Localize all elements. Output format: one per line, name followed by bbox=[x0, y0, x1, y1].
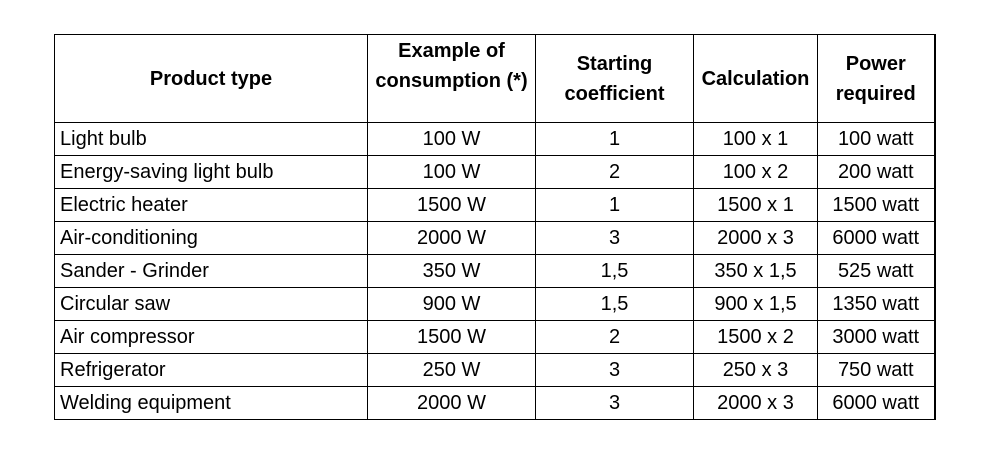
header-coefficient: Starting coefficient bbox=[535, 34, 694, 123]
calculation-cell: 1500 x 2 bbox=[693, 320, 818, 354]
header-consumption: Example of consumption (*) bbox=[367, 34, 536, 123]
table-row: Electric heater 1500 W 1 1500 x 1 1500 w… bbox=[54, 188, 936, 222]
consumption-cell: 1500 W bbox=[367, 320, 536, 354]
header-calculation: Calculation bbox=[693, 34, 818, 123]
calculation-cell: 1500 x 1 bbox=[693, 188, 818, 222]
table-row: Light bulb 100 W 1 100 x 1 100 watt bbox=[54, 122, 936, 156]
power-cell: 750 watt bbox=[817, 353, 936, 387]
header-consumption-text: Example of consumption (*) bbox=[375, 40, 528, 92]
power-cell: 6000 watt bbox=[817, 221, 936, 255]
consumption-cell: 250 W bbox=[367, 353, 536, 387]
table-row: Refrigerator 250 W 3 250 x 3 750 watt bbox=[54, 353, 936, 387]
power-requirements-table: Product type Example of consumption (*) … bbox=[54, 34, 936, 420]
power-cell: 1500 watt bbox=[817, 188, 936, 222]
header-product-type: Product type bbox=[54, 34, 368, 123]
power-cell: 3000 watt bbox=[817, 320, 936, 354]
product-cell: Air compressor bbox=[54, 320, 368, 354]
coefficient-cell: 2 bbox=[535, 320, 694, 354]
power-cell: 200 watt bbox=[817, 155, 936, 189]
calculation-cell: 350 x 1,5 bbox=[693, 254, 818, 288]
table-row: Circular saw 900 W 1,5 900 x 1,5 1350 wa… bbox=[54, 287, 936, 321]
table-header-row: Product type Example of consumption (*) … bbox=[54, 34, 936, 123]
product-cell: Sander - Grinder bbox=[54, 254, 368, 288]
coefficient-cell: 1 bbox=[535, 122, 694, 156]
calculation-cell: 250 x 3 bbox=[693, 353, 818, 387]
coefficient-cell: 1,5 bbox=[535, 254, 694, 288]
calculation-cell: 100 x 1 bbox=[693, 122, 818, 156]
table-row: Air-conditioning 2000 W 3 2000 x 3 6000 … bbox=[54, 221, 936, 255]
table-row: Welding equipment 2000 W 3 2000 x 3 6000… bbox=[54, 386, 936, 420]
table-row: Air compressor 1500 W 2 1500 x 2 3000 wa… bbox=[54, 320, 936, 354]
power-cell: 525 watt bbox=[817, 254, 936, 288]
product-cell: Light bulb bbox=[54, 122, 368, 156]
coefficient-cell: 3 bbox=[535, 386, 694, 420]
consumption-cell: 2000 W bbox=[367, 386, 536, 420]
consumption-cell: 1500 W bbox=[367, 188, 536, 222]
consumption-cell: 350 W bbox=[367, 254, 536, 288]
header-power: Power required bbox=[817, 34, 936, 123]
calculation-cell: 2000 x 3 bbox=[693, 221, 818, 255]
consumption-cell: 100 W bbox=[367, 155, 536, 189]
product-cell: Energy-saving light bulb bbox=[54, 155, 368, 189]
table-row: Energy-saving light bulb 100 W 2 100 x 2… bbox=[54, 155, 936, 189]
coefficient-cell: 3 bbox=[535, 353, 694, 387]
calculation-cell: 2000 x 3 bbox=[693, 386, 818, 420]
consumption-cell: 900 W bbox=[367, 287, 536, 321]
power-cell: 1350 watt bbox=[817, 287, 936, 321]
coefficient-cell: 1 bbox=[535, 188, 694, 222]
coefficient-cell: 1,5 bbox=[535, 287, 694, 321]
power-cell: 100 watt bbox=[817, 122, 936, 156]
power-cell: 6000 watt bbox=[817, 386, 936, 420]
product-cell: Welding equipment bbox=[54, 386, 368, 420]
product-cell: Refrigerator bbox=[54, 353, 368, 387]
consumption-cell: 100 W bbox=[367, 122, 536, 156]
calculation-cell: 900 x 1,5 bbox=[693, 287, 818, 321]
product-cell: Air-conditioning bbox=[54, 221, 368, 255]
table-row: Sander - Grinder 350 W 1,5 350 x 1,5 525… bbox=[54, 254, 936, 288]
consumption-cell: 2000 W bbox=[367, 221, 536, 255]
coefficient-cell: 3 bbox=[535, 221, 694, 255]
coefficient-cell: 2 bbox=[535, 155, 694, 189]
calculation-cell: 100 x 2 bbox=[693, 155, 818, 189]
product-cell: Electric heater bbox=[54, 188, 368, 222]
product-cell: Circular saw bbox=[54, 287, 368, 321]
